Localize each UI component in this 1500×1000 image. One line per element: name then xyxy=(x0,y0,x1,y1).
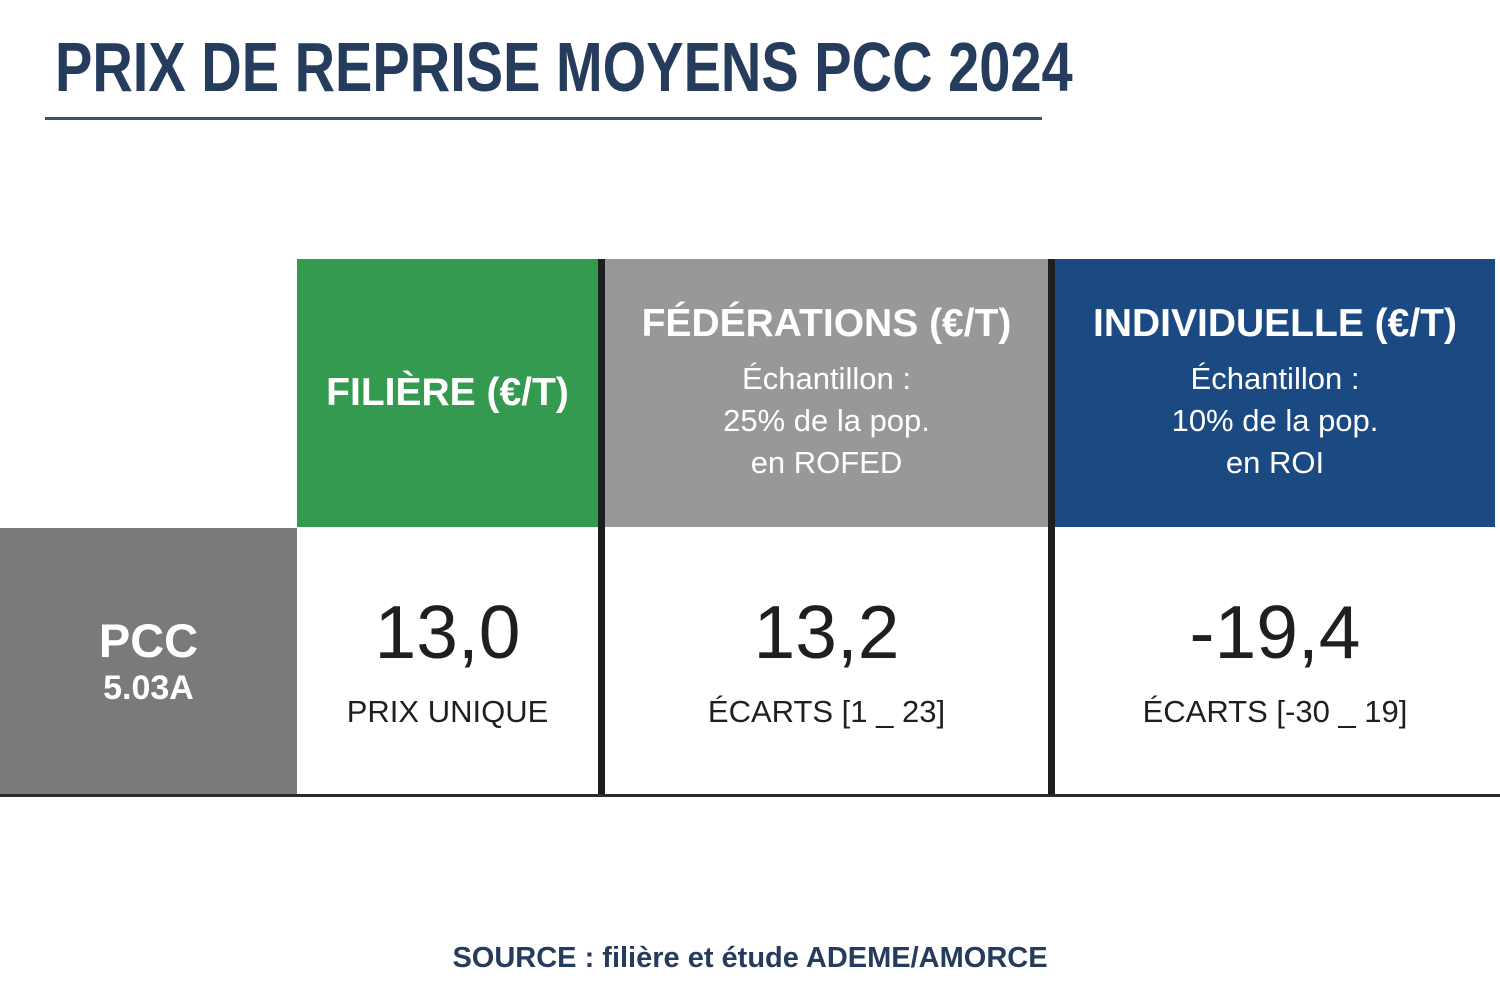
column-header-filiere: FILIÈRE (€/T) xyxy=(297,259,598,527)
column-header-individuelle-sample: Échantillon : 10% de la pop. en ROI xyxy=(1172,358,1379,484)
column-divider xyxy=(598,259,605,797)
value-label-federations: ÉCARTS [1 _ 23] xyxy=(707,694,946,729)
page-title: PRIX DE REPRISE MOYENS PCC 2024 xyxy=(55,32,1327,102)
column-header-federations-label: FÉDÉRATIONS (€/T) xyxy=(641,301,1012,345)
value-label-individuelle: ÉCARTS [-30 _ 19] xyxy=(1142,694,1408,729)
page-title-text: PRIX DE REPRISE MOYENS PCC 2024 xyxy=(55,28,1073,106)
column-header-filiere-label: FILIÈRE (€/T) xyxy=(326,370,569,414)
column-header-individuelle-label: INDIVIDUELLE (€/T) xyxy=(1092,301,1457,345)
value-cell-filiere: 13,0 PRIX UNIQUE xyxy=(297,527,598,795)
value-cell-individuelle: -19,4 ÉCARTS [-30 _ 19] xyxy=(1055,527,1495,795)
sample-line: 25% de la pop. xyxy=(723,403,930,439)
value-cell-federations: 13,2 ÉCARTS [1 _ 23] xyxy=(605,527,1048,795)
value-label-filiere: PRIX UNIQUE xyxy=(346,694,549,729)
value-filiere: 13,0 xyxy=(374,590,521,674)
column-header-federations: FÉDÉRATIONS (€/T) Échantillon : 25% de l… xyxy=(605,259,1048,527)
row-label-code: 5.03A xyxy=(103,668,194,707)
title-underline xyxy=(45,117,1042,120)
sample-line: en ROFED xyxy=(750,445,903,481)
row-label-name: PCC xyxy=(98,613,199,667)
source-caption: SOURCE : filière et étude ADEME/AMORCE xyxy=(452,942,1048,974)
column-header-federations-sample: Échantillon : 25% de la pop. en ROFED xyxy=(723,358,930,484)
column-header-individuelle: INDIVIDUELLE (€/T) Échantillon : 10% de … xyxy=(1055,259,1495,527)
value-individuelle: -19,4 xyxy=(1189,590,1361,674)
sample-line: en ROI xyxy=(1225,445,1325,481)
table-bottom-rule xyxy=(0,794,1500,797)
sample-line: Échantillon : xyxy=(742,361,911,397)
value-federations: 13,2 xyxy=(753,590,900,674)
column-divider xyxy=(1048,259,1055,797)
sample-line: 10% de la pop. xyxy=(1171,403,1379,439)
sample-line: Échantillon : xyxy=(1190,361,1360,397)
row-label-pcc: PCC 5.03A xyxy=(0,528,297,794)
